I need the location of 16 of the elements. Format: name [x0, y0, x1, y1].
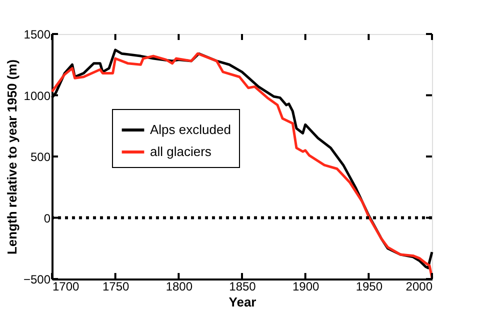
y-axis-title: Length relative to year 1950 (m) — [4, 59, 20, 255]
x-tick-label: 2000 — [406, 280, 433, 294]
x-tick-label: 1750 — [102, 280, 130, 294]
x-tick-label: 1700 — [52, 280, 80, 294]
x-tick-label: 1900 — [292, 280, 320, 294]
y-tick-label: 1000 — [24, 88, 51, 103]
legend-label: Alps excluded — [150, 122, 231, 137]
y-tick-label: 500 — [30, 150, 51, 164]
legend-label: all glaciers — [150, 144, 212, 159]
x-tick-label: 1950 — [356, 280, 383, 294]
x-tick-label: 1800 — [166, 280, 193, 294]
y-tick-label: 0 — [44, 211, 51, 226]
y-tick-label: 1500 — [24, 28, 51, 42]
x-axis-title: Year — [228, 294, 256, 310]
y-tick-label: −500 — [23, 272, 51, 286]
x-tick-label: 1850 — [229, 280, 256, 294]
